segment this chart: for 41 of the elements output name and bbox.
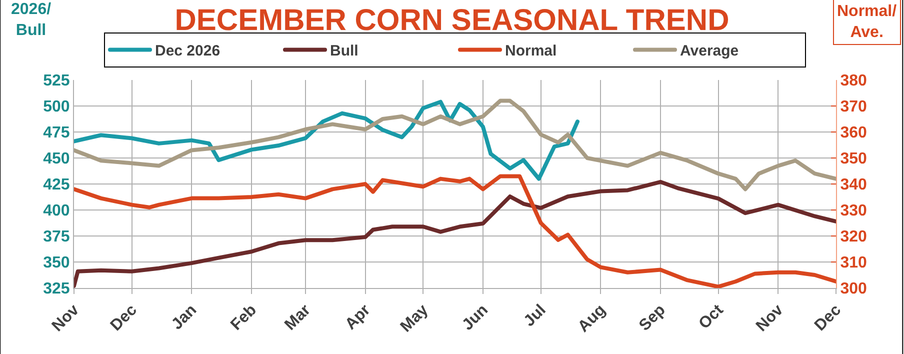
y2-axis-title: Normal/ Ave. [837, 3, 898, 41]
y-tick-label: 400 [43, 202, 70, 220]
y2-tick-label: 350 [840, 150, 867, 168]
chart-title: DECEMBER CORN SEASONAL TREND [174, 4, 730, 37]
y-axis-title: 2026/ Bull [11, 1, 52, 39]
y-tick-label: 325 [43, 280, 70, 298]
legend-label: Bull [330, 42, 358, 60]
x-tick-label: Mar [282, 302, 314, 334]
y-tick-label: 350 [43, 254, 70, 272]
x-tick-label: Sep [636, 302, 670, 334]
y2-tick-label: 310 [840, 254, 867, 272]
x-tick-label: Dec [812, 302, 845, 334]
y-tick-label: 525 [43, 72, 70, 90]
x-tick-label: Oct [696, 301, 728, 333]
y-tick-label: 450 [43, 150, 70, 168]
y2-tick-label: 330 [840, 202, 867, 220]
y-tick-label: 425 [43, 176, 70, 194]
x-tick-label: Dec [108, 302, 140, 334]
x-tick-label: Jun [459, 302, 492, 334]
x-tick-label: Jul [520, 302, 550, 330]
y-tick-label: 500 [43, 98, 70, 116]
legend-label: Dec 2026 [155, 42, 220, 60]
x-tick-label: Aug [575, 302, 610, 336]
x-tick-label: Nov [49, 302, 83, 336]
y2-tick-label: 300 [840, 280, 867, 298]
legend-label: Normal [505, 42, 557, 60]
x-tick-label: Jan [168, 302, 200, 334]
x-tick-label: Nov [753, 302, 787, 336]
y2-tick-label: 320 [840, 228, 867, 246]
y2-tick-label: 380 [840, 72, 867, 90]
legend-label: Average [680, 42, 739, 60]
x-tick-label: Feb [228, 302, 260, 334]
x-tick-label: May [398, 302, 432, 336]
x-tick-label: Apr [342, 302, 374, 334]
line-series [74, 100, 580, 181]
y-tick-label: 375 [43, 228, 70, 246]
y2-tick-label: 370 [840, 98, 867, 116]
y2-tick-label: 360 [840, 124, 867, 142]
y2-tick-label: 340 [840, 176, 867, 194]
y-tick-label: 475 [43, 124, 70, 142]
line-series [74, 98, 836, 192]
